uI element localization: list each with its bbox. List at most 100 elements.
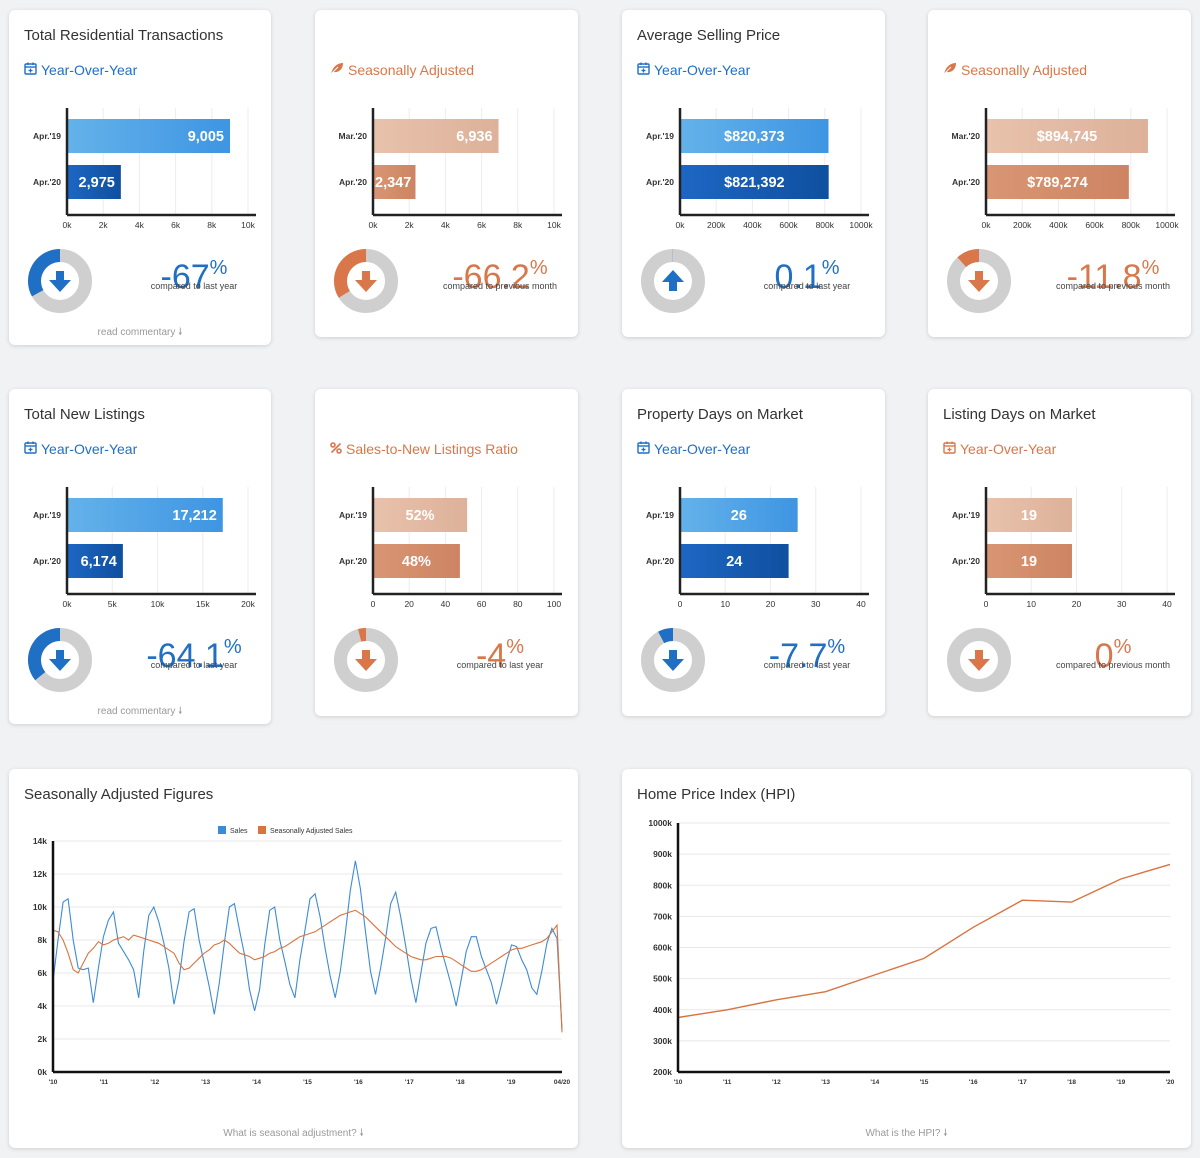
- change-value: 0.1: [774, 258, 822, 296]
- change-unit: %: [529, 257, 548, 279]
- arrow-down-icon: 🠗: [175, 327, 183, 338]
- legend-swatch: [218, 826, 226, 834]
- bar-value-label: 6,936: [456, 129, 492, 145]
- x-tick-label: 2k: [99, 220, 109, 230]
- change-value: 0: [1094, 637, 1114, 675]
- x-tick-label: 0: [371, 599, 376, 609]
- bar: [373, 544, 460, 578]
- x-tick-label: 400k: [743, 220, 762, 230]
- card-property-days-on-market: Property Days on Market Year-Over-Year 0 10…: [622, 389, 885, 716]
- read-commentary-link[interactable]: read commentary 🠗: [9, 325, 271, 342]
- card-subtitle-label: Year-Over-Year: [654, 62, 751, 78]
- comparison-caption: compared to previous month: [1055, 660, 1171, 670]
- comparison-caption: compared to previous month: [442, 281, 558, 291]
- x-tick-label: 4k: [135, 220, 145, 230]
- x-tick-label: 10: [721, 599, 731, 609]
- x-tick-label: 1000k: [1155, 220, 1179, 230]
- y-tick-label: 12k: [33, 869, 47, 879]
- category-label: Apr.'20: [646, 556, 674, 566]
- y-tick-label: 600k: [653, 943, 672, 953]
- card-subtitle: Year-Over-Year: [943, 441, 1056, 457]
- calendar-icon: [637, 441, 650, 457]
- bar-value-label: 24: [726, 554, 742, 570]
- calendar-icon: [943, 441, 956, 457]
- bar: [67, 119, 230, 153]
- comparison-caption: compared to last year: [150, 281, 238, 291]
- change-unit: %: [1113, 636, 1132, 658]
- x-tick-label: 100: [547, 599, 561, 609]
- donut-share-arc: [358, 628, 367, 642]
- arrow-up-icon: [662, 270, 684, 291]
- donut-share-arc: [334, 249, 367, 298]
- y-tick-label: 500k: [653, 974, 672, 984]
- change-unit: %: [827, 636, 846, 658]
- x-tick-label: 0: [678, 599, 683, 609]
- card-title: Total Residential Transactions: [24, 27, 224, 44]
- calendar-icon: [24, 441, 37, 457]
- x-tick-label: '16: [969, 1079, 978, 1086]
- x-tick-label: '11: [723, 1079, 732, 1086]
- bar-value-label: $894,745: [1037, 129, 1097, 145]
- arrow-down-icon: [662, 650, 684, 671]
- leaf-icon: [943, 62, 957, 78]
- category-label: Apr.'19: [646, 131, 674, 141]
- x-tick-label: '11: [100, 1079, 109, 1086]
- leaf-icon: [330, 62, 344, 78]
- change-value: -66.2: [452, 258, 530, 296]
- x-tick-label: 8k: [207, 220, 217, 230]
- series-line: [677, 863, 1171, 1019]
- donut-share-arc: [28, 249, 61, 297]
- arrow-down-icon: [49, 650, 71, 671]
- change-unit: %: [209, 257, 228, 279]
- x-tick-label: '17: [405, 1079, 414, 1086]
- x-tick-label: '17: [1018, 1079, 1027, 1086]
- change-donut: [28, 628, 92, 692]
- bar: [986, 165, 1129, 199]
- change-donut: [641, 628, 705, 692]
- category-label: Apr.'20: [339, 556, 367, 566]
- card-subtitle-label: Year-Over-Year: [654, 441, 751, 457]
- bar: [680, 544, 789, 578]
- x-tick-label: 4k: [441, 220, 451, 230]
- arrow-down-icon: [968, 271, 990, 292]
- seasonal-adjustment-link[interactable]: What is seasonal adjustment? 🠗: [9, 1126, 578, 1143]
- y-tick-label: 900k: [653, 849, 672, 859]
- donut-share-arc: [28, 628, 61, 681]
- x-tick-label: 20: [766, 599, 776, 609]
- card-average-selling-price: Average Selling Price Year-Over-Year 0k 200…: [622, 10, 885, 337]
- card-subtitle: Year-Over-Year: [637, 62, 750, 78]
- arrow-down-icon: [355, 271, 377, 292]
- x-tick-label: 60: [477, 599, 487, 609]
- x-tick-label: '20: [1166, 1079, 1175, 1086]
- bar: [373, 165, 416, 199]
- bar-value-label: $789,274: [1027, 175, 1087, 191]
- bar-value-label: 48%: [402, 554, 431, 570]
- card-subtitle-label: Year-Over-Year: [41, 62, 138, 78]
- change-percentage: 0.1%: [737, 248, 877, 297]
- card-home-price-index: Home Price Index (HPI) 200k 300k 400k 500k 6…: [622, 769, 1191, 1148]
- card-subtitle: Year-Over-Year: [637, 441, 750, 457]
- hpi-info-link[interactable]: What is the HPI? 🠗: [622, 1126, 1191, 1143]
- x-tick-label: 10k: [241, 220, 255, 230]
- bar-value-label: 9,005: [188, 129, 224, 145]
- card-subtitle: Seasonally Adjusted: [330, 62, 474, 78]
- bar: [986, 119, 1148, 153]
- card-total-residential-transactions: Total Residential Transactions Year-Over-…: [9, 10, 271, 345]
- bar: [680, 119, 829, 153]
- change-donut: [641, 248, 705, 313]
- category-label: Mar.'20: [952, 131, 981, 141]
- change-donut: [28, 249, 92, 313]
- category-label: Apr.'19: [33, 510, 61, 520]
- read-commentary-link[interactable]: read commentary 🠗: [9, 704, 271, 721]
- bar-value-label: 26: [731, 508, 747, 524]
- card-subtitle: Seasonally Adjusted: [943, 62, 1087, 78]
- bar-value-label: $821,392: [724, 175, 784, 191]
- change-value: -67: [160, 258, 210, 296]
- x-tick-label: '10: [674, 1079, 683, 1086]
- card-title: Listing Days on Market: [943, 406, 1096, 423]
- x-tick-label: 30: [811, 599, 821, 609]
- change-donut: [947, 628, 1011, 692]
- seasonal-adjustment-link-label: What is seasonal adjustment?: [223, 1128, 357, 1139]
- series-line: [52, 909, 563, 1033]
- bar-chart: 0k 2k 4k 6k 8k 10k Mar.'20 6,936 Apr.'20 2,347: [339, 108, 562, 230]
